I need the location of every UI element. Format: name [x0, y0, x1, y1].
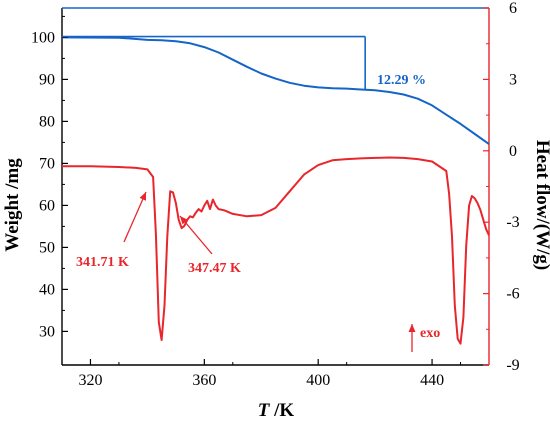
- series-layer: [61, 36, 490, 345]
- peak1-arrow-head: [139, 192, 146, 201]
- ticks-layer: 320 360 400 440 30 40 50 60 70 80 90 100 -9 -6 -3 0 3 6: [31, 0, 520, 389]
- peak2-arrow-head: [180, 216, 188, 225]
- annotation-layer: [62, 35, 416, 352]
- y-left-tick-label: 60: [39, 197, 55, 214]
- y-right-tick-label: 3: [509, 71, 517, 88]
- plot-frame: [61, 7, 490, 366]
- x-axis-label-variable: T: [258, 400, 271, 421]
- y-left-tick-label: 70: [39, 155, 55, 172]
- exo-label: exo: [420, 326, 440, 341]
- y-right-tick-label: 6: [509, 0, 517, 17]
- x-tick-label: 400: [306, 372, 330, 389]
- y-left-tick-label: 40: [39, 281, 55, 298]
- y-left-tick-label: 30: [39, 323, 55, 340]
- y-right-tick-label: -9: [506, 357, 519, 374]
- mass-loss-label: 12.29 %: [377, 73, 426, 88]
- y-right-tick-label: 0: [509, 143, 517, 160]
- y-right-tick-label: -3: [506, 214, 519, 231]
- y-axis-left-label: Weight /mg: [2, 158, 23, 252]
- peak2-arrow-shaft: [179, 215, 213, 255]
- y-left-tick-label: 100: [31, 29, 55, 46]
- peak1-label: 341.71 K: [76, 255, 129, 270]
- y-axis-right-label: Heat flow/(W/g): [532, 140, 550, 270]
- x-tick-label: 360: [192, 372, 216, 389]
- x-tick-label: 440: [420, 372, 444, 389]
- heat-flow-curve: [62, 156, 490, 345]
- x-tick-label: 320: [78, 372, 102, 389]
- peak2-label: 347.47 K: [188, 261, 241, 276]
- peak1-arrow-shaft: [123, 191, 147, 243]
- weight-curve: [61, 36, 490, 145]
- y-right-tick-label: -6: [506, 286, 519, 303]
- x-axis-label-unit: /K: [269, 400, 294, 421]
- y-left-tick-label: 80: [39, 113, 55, 130]
- x-axis-label: T /K: [258, 400, 295, 421]
- y-left-tick-label: 50: [39, 239, 55, 256]
- exo-arrow-head: [408, 324, 416, 332]
- y-left-tick-label: 90: [39, 71, 55, 88]
